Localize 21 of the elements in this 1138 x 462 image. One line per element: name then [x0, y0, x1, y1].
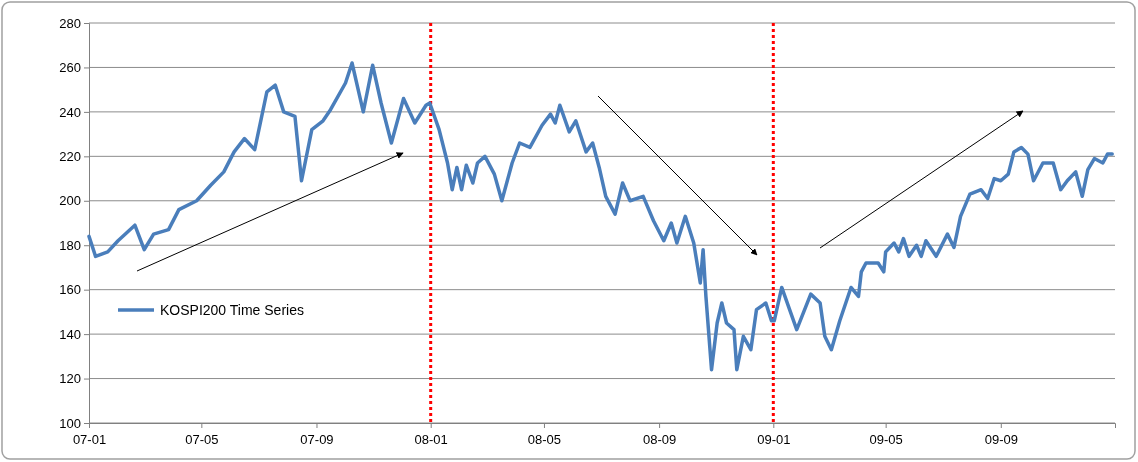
x-tick-label: 09-01: [757, 432, 791, 447]
y-tick-label: 260: [59, 60, 81, 76]
y-tick-label: 160: [59, 282, 81, 298]
y-tick-label: 200: [59, 193, 81, 209]
x-tick-label: 08-09: [642, 432, 677, 447]
x-tick-label: 07-09: [300, 432, 334, 447]
y-tick-label: 180: [59, 237, 81, 253]
y-tick-label: 240: [59, 104, 81, 120]
y-tick-label: 100: [59, 415, 81, 431]
x-tick-label: 07-05: [185, 432, 219, 447]
x-tick-label: 08-01: [414, 432, 448, 447]
y-tick-label: 280: [59, 15, 81, 31]
x-tick-label: 09-09: [984, 432, 1018, 447]
y-tick-label: 140: [59, 326, 81, 342]
x-tick-label: 09-05: [869, 432, 903, 447]
x-tick-label: 07-01: [72, 432, 107, 447]
y-tick-label: 120: [59, 371, 81, 387]
y-tick-label: 220: [59, 148, 81, 164]
x-tick-label: 08-05: [527, 432, 562, 447]
line-series: [87, 61, 1114, 372]
legend-label: KOSPI200 Time Series: [160, 302, 304, 318]
